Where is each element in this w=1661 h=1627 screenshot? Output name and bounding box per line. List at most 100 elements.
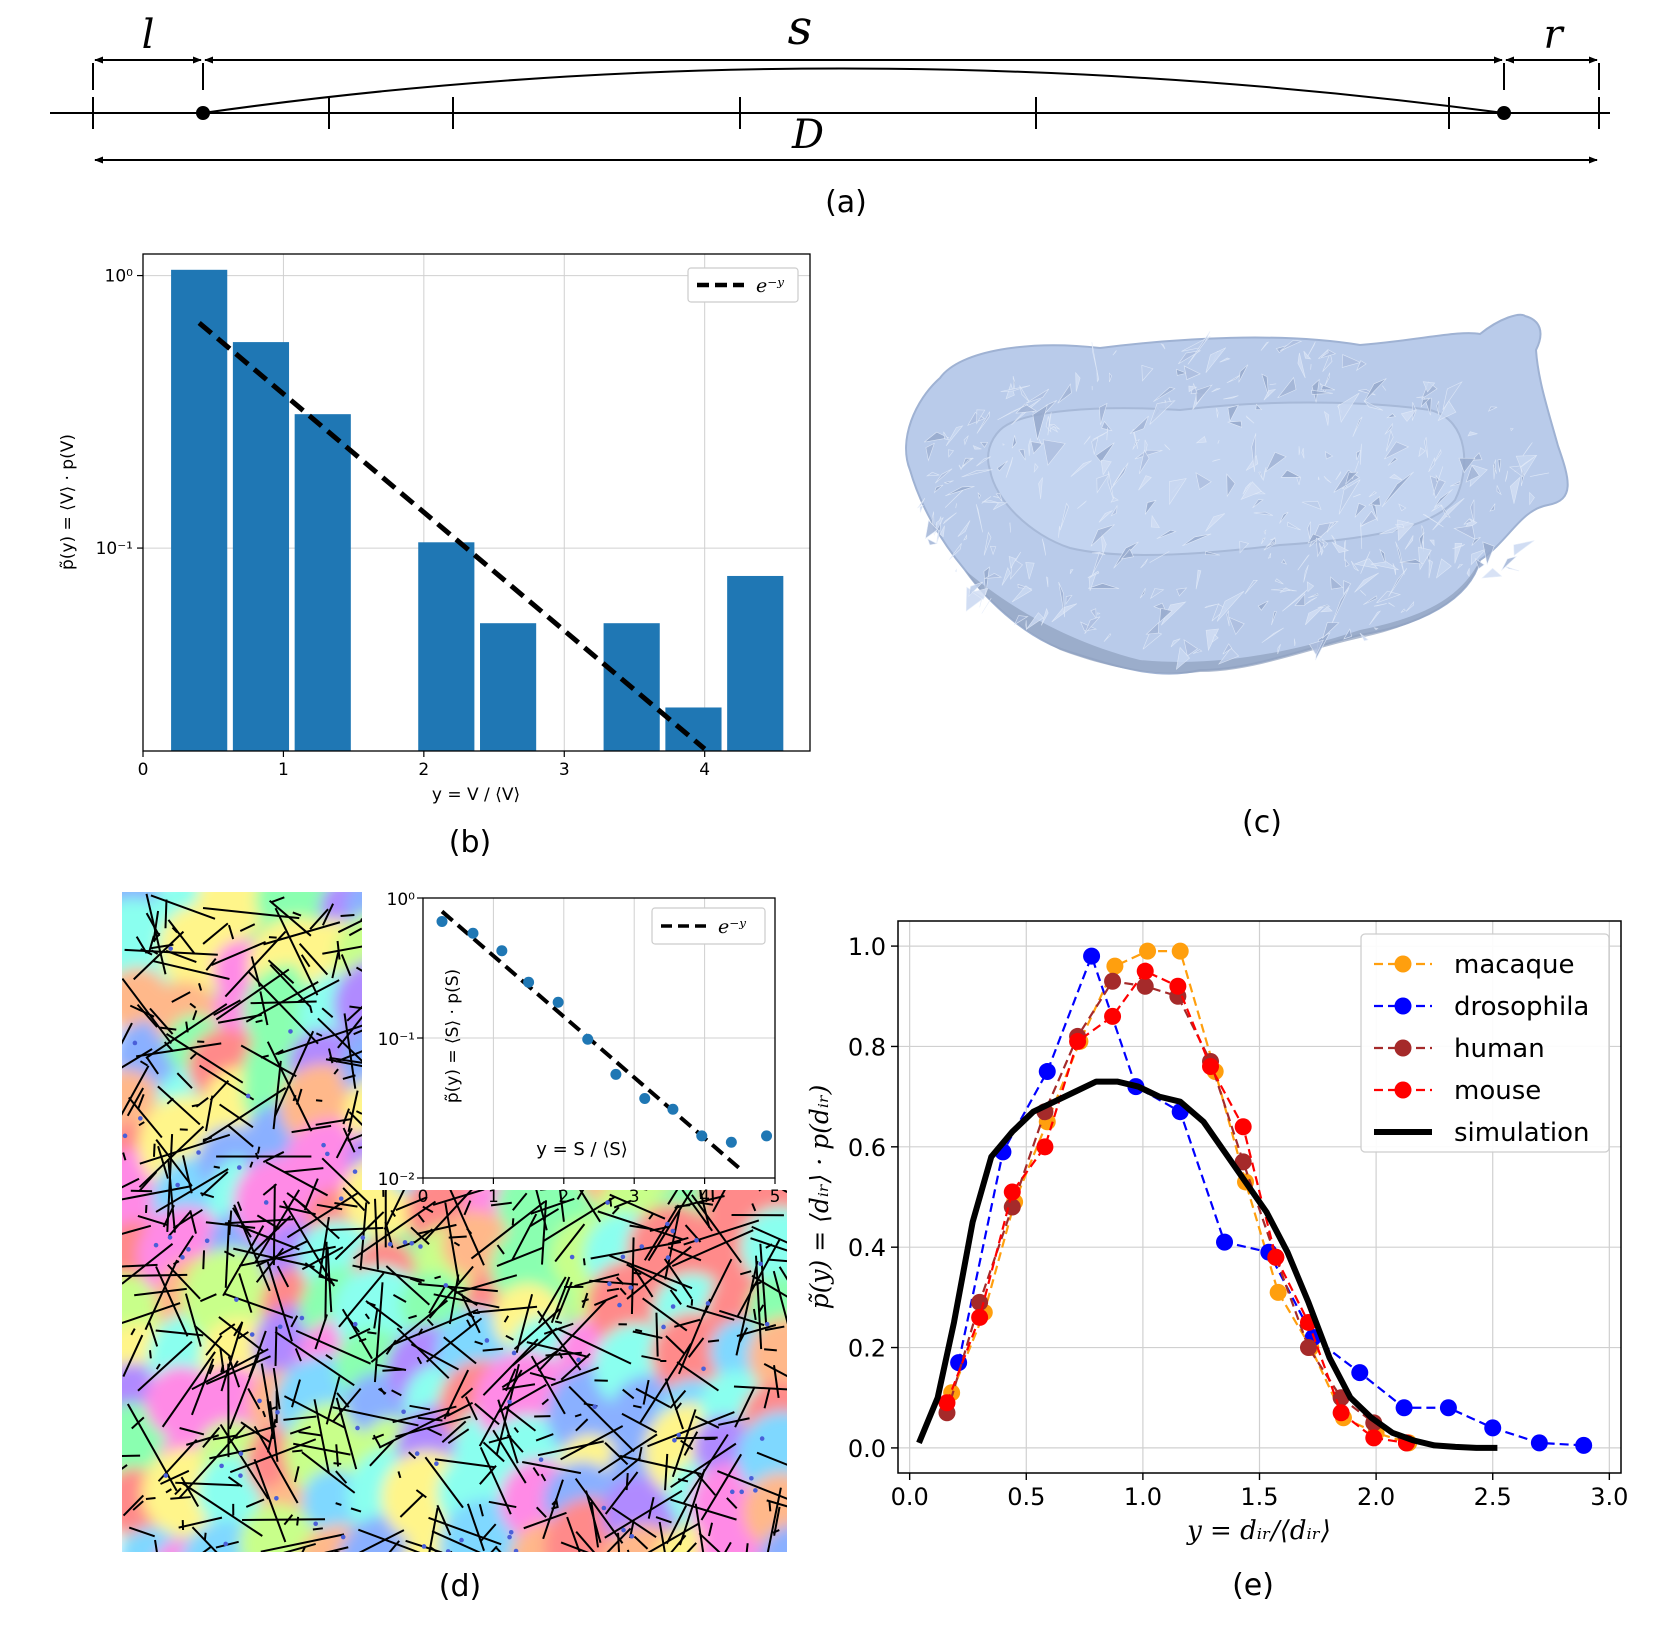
legend-box	[1360, 933, 1610, 1153]
mesh-facet	[1419, 531, 1425, 549]
mesh-facet	[983, 531, 992, 556]
x-tick-label: 2	[558, 1187, 569, 1207]
mesh-facet	[1309, 639, 1324, 656]
segment	[488, 1500, 517, 1509]
segment	[145, 1497, 156, 1501]
mesh-facet	[1294, 593, 1306, 606]
segment	[664, 1378, 684, 1430]
mesh-facet	[996, 460, 1008, 472]
mesh-facet	[1245, 415, 1255, 424]
segment	[178, 1516, 223, 1529]
segment	[228, 1210, 233, 1235]
mesh-facet	[1270, 537, 1276, 541]
seed-point	[163, 1473, 169, 1478]
mesh-facet	[1090, 524, 1115, 547]
marker-drosophila	[1395, 1399, 1413, 1417]
mesh-facet	[1399, 559, 1423, 565]
segment	[735, 1260, 759, 1356]
segment	[558, 1351, 564, 1359]
segment	[465, 1396, 478, 1421]
seed-point	[234, 1297, 239, 1302]
mesh-facet	[1258, 471, 1264, 480]
segment	[272, 1367, 281, 1410]
segment	[764, 1348, 777, 1352]
seed-point	[275, 1409, 280, 1415]
segment	[181, 1482, 263, 1537]
mesh-facet	[1400, 409, 1417, 422]
mesh-facet	[1529, 491, 1535, 506]
marker-mouse	[1202, 1058, 1220, 1076]
segment	[726, 1497, 738, 1509]
segment	[604, 1471, 639, 1515]
mesh-facet	[1331, 587, 1350, 625]
mesh-facet	[1001, 567, 1011, 586]
segment	[408, 1451, 417, 1460]
segment	[276, 1265, 290, 1288]
mesh-facet	[1011, 585, 1033, 603]
segment	[189, 1002, 197, 1009]
mesh-facet	[1311, 389, 1333, 395]
mesh-facet	[1149, 588, 1165, 600]
mesh-facet	[1038, 439, 1043, 445]
segment	[554, 1223, 586, 1263]
segment	[664, 1453, 669, 1491]
segment	[355, 1110, 363, 1115]
mesh-facet	[1501, 556, 1517, 571]
mesh-facet	[1134, 449, 1163, 460]
mesh-facet	[1279, 511, 1289, 524]
segment	[138, 1171, 158, 1192]
segment	[202, 1087, 287, 1143]
segment	[686, 1304, 735, 1321]
segment	[122, 1065, 150, 1116]
segment	[428, 1265, 474, 1319]
segment	[698, 1532, 721, 1552]
data-point	[552, 996, 564, 1008]
mesh-facet	[1363, 595, 1378, 605]
segment	[665, 1335, 686, 1355]
mesh-facet	[958, 464, 962, 470]
legend-label-macaque: macaque	[1454, 950, 1574, 980]
segment	[155, 1266, 189, 1337]
axis-ticks: 0 1 2 3 4 10⁻¹ 10⁰	[96, 267, 711, 780]
x-tick-label: 0.5	[1007, 1483, 1045, 1511]
data-point	[725, 1136, 737, 1148]
segment	[296, 1516, 300, 1526]
mesh-facet	[1088, 583, 1120, 589]
mesh-facet	[1301, 448, 1305, 459]
segment	[122, 1454, 141, 1457]
seed-point	[694, 1237, 699, 1243]
mesh-facet	[976, 456, 991, 467]
seed-point	[753, 1488, 758, 1493]
segment	[409, 1404, 431, 1411]
marker-human	[971, 1293, 989, 1311]
segment	[410, 1343, 459, 1371]
segment	[495, 1363, 520, 1456]
segment	[233, 1360, 239, 1367]
mesh-facet	[1405, 600, 1415, 612]
mesh-facet	[1100, 459, 1112, 476]
segment	[424, 1456, 464, 1509]
mesh-facet	[1428, 457, 1436, 472]
segment	[694, 1503, 705, 1552]
data-point	[582, 1033, 594, 1045]
legend-label-mouse: mouse	[1454, 1076, 1541, 1106]
segment	[619, 1454, 702, 1475]
segment	[667, 1188, 679, 1205]
segment	[606, 1527, 632, 1552]
segment	[550, 1366, 599, 1387]
segment	[686, 1542, 697, 1552]
segment	[647, 1411, 735, 1448]
segment	[378, 1411, 450, 1449]
segment	[436, 1504, 452, 1536]
segment	[664, 1210, 681, 1280]
mesh-facet	[1028, 438, 1031, 456]
seed-point	[352, 1169, 358, 1174]
mesh-facet	[1269, 383, 1277, 386]
segment	[324, 1546, 349, 1552]
legend-label-simulation: simulation	[1454, 1118, 1590, 1148]
mesh-facet	[1150, 514, 1160, 528]
mesh-facet	[933, 484, 944, 494]
segment	[470, 1200, 546, 1260]
segment	[262, 1151, 285, 1163]
seed-point	[601, 1505, 607, 1511]
